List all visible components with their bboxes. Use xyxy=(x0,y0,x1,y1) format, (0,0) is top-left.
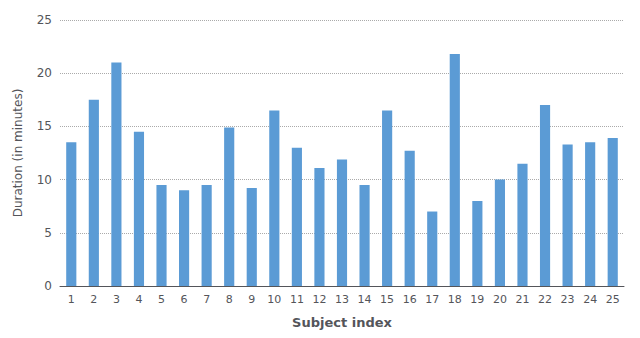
svg-text:23: 23 xyxy=(561,293,575,306)
svg-text:25: 25 xyxy=(37,13,52,27)
svg-text:12: 12 xyxy=(312,293,326,306)
svg-text:14: 14 xyxy=(358,293,372,306)
svg-text:Duration (in minutes): Duration (in minutes) xyxy=(11,89,25,218)
svg-text:17: 17 xyxy=(425,293,439,306)
svg-text:15: 15 xyxy=(37,119,52,133)
svg-text:2: 2 xyxy=(90,293,97,306)
svg-text:19: 19 xyxy=(470,293,484,306)
svg-text:20: 20 xyxy=(37,66,52,80)
svg-text:18: 18 xyxy=(448,293,462,306)
svg-text:21: 21 xyxy=(515,293,529,306)
svg-text:5: 5 xyxy=(44,226,52,240)
svg-text:10: 10 xyxy=(267,293,281,306)
svg-text:8: 8 xyxy=(226,293,233,306)
svg-text:22: 22 xyxy=(538,293,552,306)
svg-text:24: 24 xyxy=(583,293,597,306)
svg-text:9: 9 xyxy=(248,293,255,306)
svg-text:1: 1 xyxy=(68,293,75,306)
svg-text:4: 4 xyxy=(135,293,142,306)
svg-text:15: 15 xyxy=(380,293,394,306)
svg-text:20: 20 xyxy=(493,293,507,306)
svg-text:Subject index: Subject index xyxy=(292,315,392,330)
svg-text:7: 7 xyxy=(203,293,210,306)
svg-text:6: 6 xyxy=(181,293,188,306)
svg-text:13: 13 xyxy=(335,293,349,306)
svg-text:0: 0 xyxy=(44,279,52,293)
svg-text:3: 3 xyxy=(113,293,120,306)
svg-text:25: 25 xyxy=(606,293,620,306)
svg-text:10: 10 xyxy=(37,173,52,187)
svg-text:5: 5 xyxy=(158,293,165,306)
svg-text:16: 16 xyxy=(403,293,417,306)
svg-text:11: 11 xyxy=(290,293,304,306)
